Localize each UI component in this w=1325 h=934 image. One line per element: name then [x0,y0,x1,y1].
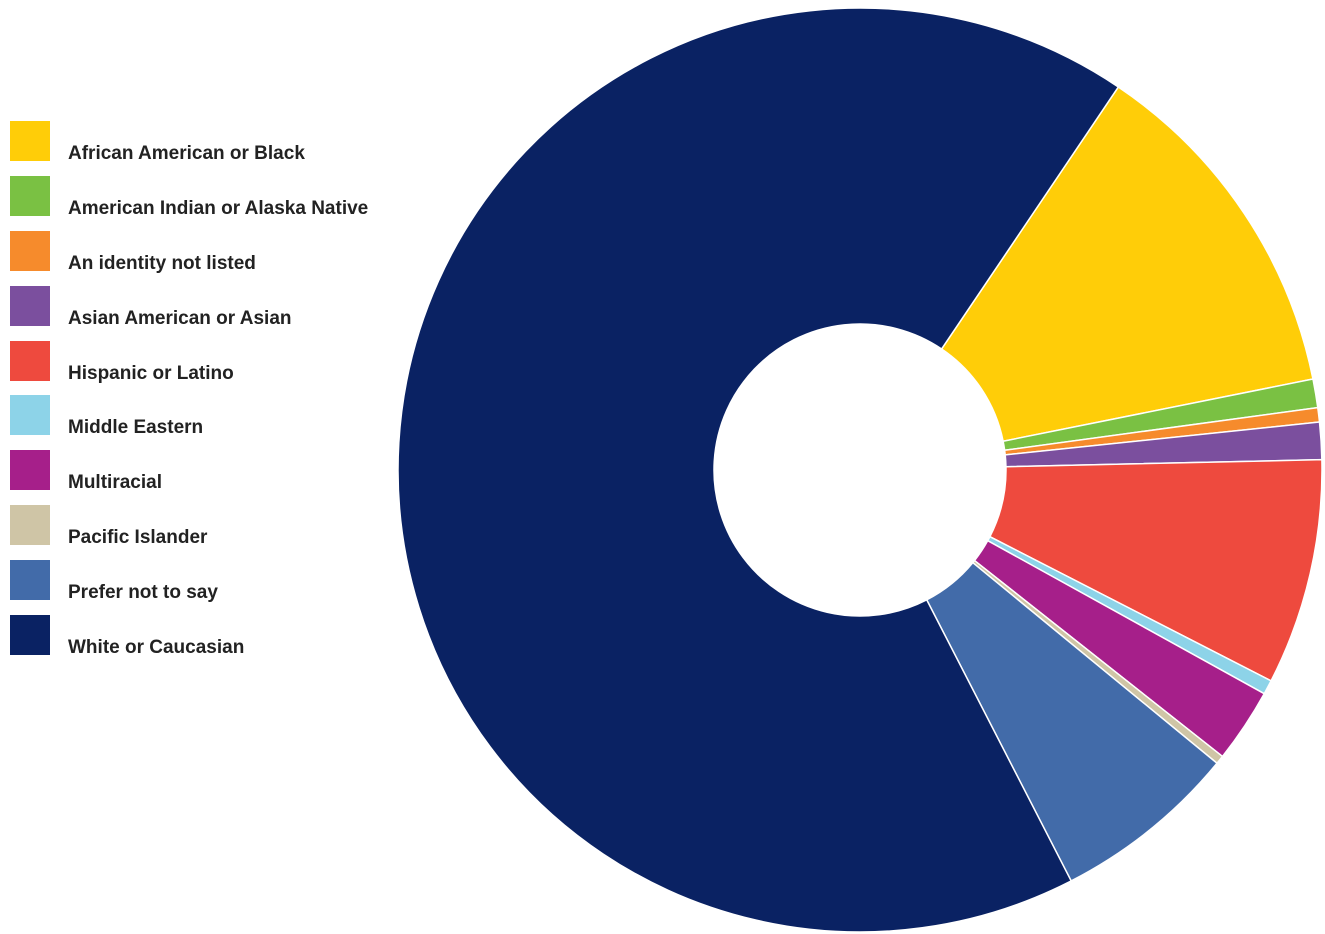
legend-swatch [10,505,50,546]
legend-swatch [10,230,50,271]
donut-slice [925,561,1218,882]
legend-item: Prefer not to say [10,560,390,603]
legend-label: An identity not listed [68,252,256,274]
legend-label: African American or Black [68,143,305,164]
legend: African American or Black American Indian… [10,121,390,670]
donut-slice [397,7,1120,933]
legend-swatch [10,615,50,656]
legend-swatch [10,121,50,161]
legend-swatch [10,285,50,326]
legend-label: White or Caucasian [68,637,245,659]
legend-swatch [10,450,50,491]
legend-item: An identity not listed [10,230,390,274]
legend-item: Hispanic or Latino [10,340,390,384]
legend-swatch [10,175,50,216]
donut-slice [989,458,1323,682]
legend-item: Asian American or Asian [10,285,390,329]
legend-item: White or Caucasian [10,615,390,658]
legend-label: Middle Eastern [68,417,204,439]
legend-swatch [10,560,50,601]
legend-swatch [10,395,50,436]
legend-label: Asian American or Asian [68,307,292,329]
legend-label: Hispanic or Latino [68,362,234,384]
legend-label: Prefer not to say [68,582,218,604]
legend-item: Multiracial [10,450,390,493]
legend-label: American Indian or Alaska Native [68,197,369,219]
legend-label: Pacific Islander [68,527,208,549]
legend-swatch [10,340,50,381]
legend-item: African American or Black [10,121,390,164]
legend-item: American Indian or Alaska Native [10,175,390,219]
legend-item: Middle Eastern [10,395,390,438]
legend-label: Multiracial [68,472,162,494]
donut-slice [940,86,1314,442]
legend-item: Pacific Islander [10,505,390,548]
